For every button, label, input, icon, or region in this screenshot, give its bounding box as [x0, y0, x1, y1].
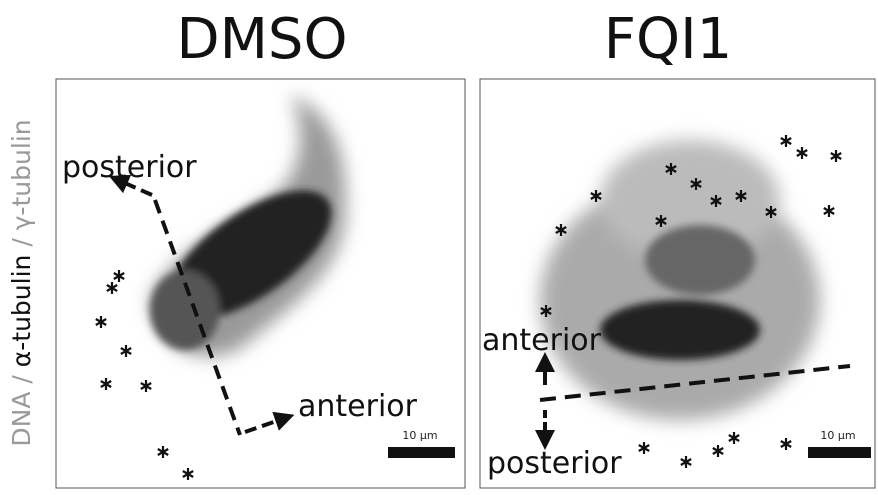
side-label: DNA / α-tubulin / γ-tubulin [7, 119, 36, 446]
orientation-label: anterior [482, 323, 602, 358]
scale-bar-label: 10 µm [402, 429, 437, 442]
scale-bar [388, 447, 455, 458]
panel-title: FQI1 [604, 7, 732, 72]
figure: DMSO FQI1 DNA / α-tubulin / γ-tubulin po… [0, 0, 878, 491]
label-part: DNA / [7, 367, 36, 446]
label-part: α-tubulin [7, 255, 36, 368]
image-panel: posterior anterior 10 µm [56, 79, 465, 488]
panel-title: DMSO [176, 7, 347, 72]
orientation-label: posterior [62, 150, 197, 185]
image-panel: anterior posterior 10 µm [480, 79, 875, 488]
orientation-label: anterior [298, 389, 418, 424]
scale-bar [808, 447, 871, 458]
orientation-label: posterior [487, 446, 622, 481]
scale-bar-label: 10 µm [820, 429, 855, 442]
label-part: / γ-tubulin [7, 119, 36, 254]
